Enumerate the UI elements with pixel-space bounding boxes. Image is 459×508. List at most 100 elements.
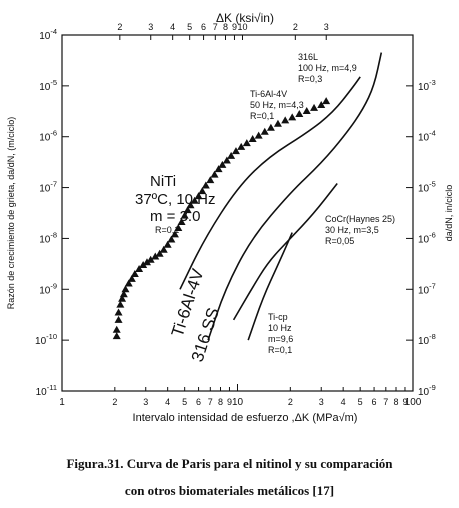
y-tick-label: 10-6 (39, 129, 57, 144)
niti-data-point (163, 240, 172, 248)
top-tick-label: 3 (148, 22, 153, 32)
annotation-ticp-line: m=9,6 (268, 334, 293, 344)
x-tick-label: 3 (143, 397, 148, 407)
material-curves (179, 52, 383, 341)
niti-data-point (273, 119, 282, 127)
x-tick-label: 5 (358, 397, 363, 407)
niti-data-point (130, 269, 139, 277)
niti-data-points (112, 97, 331, 340)
niti-data-point (310, 103, 319, 111)
niti-data-point (222, 156, 231, 164)
annotation-ti6al4v-line: R=0,1 (250, 111, 274, 121)
x-tick-label: 7 (383, 397, 388, 407)
annotation-316l-line: 100 Hz, m=4,9 (298, 63, 357, 73)
x-tick-label: 6 (196, 397, 201, 407)
niti-data-point (112, 325, 121, 333)
niti-data-point (295, 109, 304, 117)
x-tick-label: 2 (288, 397, 293, 407)
annotation-ticp-line: 10 Hz (268, 323, 292, 333)
x-tick-label: 3 (319, 397, 324, 407)
top-tick-label: 2 (117, 22, 122, 32)
annotation-cocr-line: 30 Hz, m=3,5 (325, 225, 379, 235)
niti-data-point (227, 151, 236, 159)
top-tick-label: 2 (293, 22, 298, 32)
niti-data-point (322, 97, 331, 105)
niti-data-point (194, 192, 203, 200)
top-tick-label: 7 (213, 22, 218, 32)
axis-ticks (61, 34, 414, 392)
curve-ti-cp (247, 232, 293, 341)
niti-data-point (206, 176, 215, 184)
niti-data-point (127, 274, 136, 282)
niti-data-point (118, 294, 127, 302)
niti-data-point (142, 258, 151, 266)
y2-tick-label: 10-7 (418, 281, 436, 296)
annotation-ticp-line: R=0,1 (268, 345, 292, 355)
y2-tick-label: 10-8 (418, 332, 436, 347)
niti-data-point (183, 206, 192, 214)
annotation-niti-ratio: R=0,1 (155, 225, 179, 235)
niti-data-point (317, 101, 326, 109)
niti-data-point (146, 255, 155, 263)
y2-tick-label: 10-5 (418, 180, 436, 195)
niti-data-point (177, 218, 186, 226)
top-tick-label: 6 (201, 22, 206, 32)
niti-data-point (281, 116, 290, 124)
niti-data-point (218, 160, 227, 168)
niti-data-point (198, 187, 207, 195)
y2-tick-label: 10-6 (418, 230, 436, 245)
niti-data-point (254, 131, 263, 139)
niti-data-point (119, 290, 128, 298)
annotation-316l-line: 316L (298, 52, 318, 62)
x-tick-label: 4 (165, 397, 170, 407)
niti-data-point (248, 135, 257, 143)
top-tick-label: 5 (187, 22, 192, 32)
y-tick-label: 10-5 (39, 78, 57, 93)
curve-ti-6al-4v (179, 76, 361, 290)
x-tick-label: 100 (405, 397, 422, 408)
curve-316l (207, 52, 383, 341)
y2-tick-label: 10-3 (418, 78, 436, 93)
annotation-ti6al4v-line: 50 Hz, m=4,3 (250, 100, 304, 110)
y-tick-label: 10-9 (39, 281, 57, 296)
top-tick-label: 3 (324, 22, 329, 32)
y2-tick-label: 10-4 (418, 129, 436, 144)
niti-data-point (266, 123, 275, 131)
niti-data-point (114, 308, 123, 316)
annotation-cocr-line: R=0,05 (325, 236, 354, 246)
top-tick-label: 10 (237, 22, 247, 32)
y2-axis-title: da/dN, in/ciclo (444, 185, 454, 242)
niti-data-point (155, 249, 164, 257)
figure-caption-line-2: con otros biomateriales metálicos [17] (124, 483, 335, 498)
top-tick-label: 9 (232, 22, 237, 32)
x-tick-label: 9 (402, 397, 407, 407)
x-tick-label: 8 (393, 397, 398, 407)
x-tick-label: 1 (59, 397, 65, 408)
niti-data-point (112, 332, 121, 340)
annotation-ticp-line: Ti-cp (268, 312, 288, 322)
x-tick-label: 6 (372, 397, 377, 407)
x-tick-label: 2 (112, 397, 117, 407)
niti-data-point (121, 285, 130, 293)
x-tick-label: 8 (218, 397, 223, 407)
niti-data-point (135, 265, 144, 273)
y-tick-label: 10-4 (39, 27, 57, 42)
top-axis-title: ΔK (ksi√in) (216, 11, 274, 25)
top-tick-label: 8 (223, 22, 228, 32)
niti-data-point (114, 315, 123, 323)
x-axis-title: Intervalo intensidad de esfuerzo ,ΔK (MP… (133, 412, 358, 424)
y2-tick-label: 10-9 (418, 383, 436, 398)
niti-data-point (260, 127, 269, 135)
niti-data-point (159, 245, 168, 253)
niti-data-point (174, 224, 183, 232)
niti-data-point (231, 147, 240, 155)
niti-data-point (210, 170, 219, 178)
niti-data-point (151, 252, 160, 260)
y-tick-label: 10-7 (39, 180, 57, 195)
x-tick-label: 10 (232, 397, 244, 408)
x-tick-label: 7 (208, 397, 213, 407)
niti-data-point (302, 107, 311, 115)
niti-data-point (242, 139, 251, 147)
figure-caption-line-1: Figura.31. Curva de Paris para el nitino… (66, 456, 393, 471)
